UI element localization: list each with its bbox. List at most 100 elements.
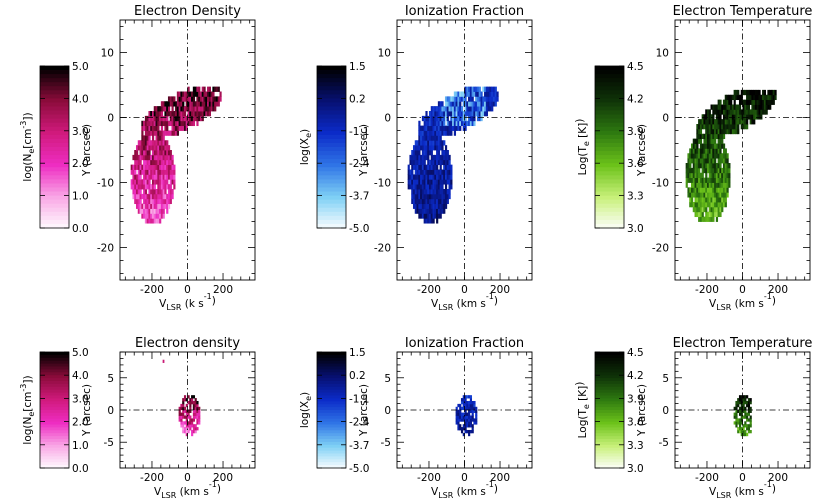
- heatmap-cell: [466, 86, 469, 92]
- colorbar-segment: [40, 195, 69, 201]
- heatmap-cell: [719, 104, 722, 110]
- heatmap-cell: [733, 94, 736, 101]
- heatmap-cell: [134, 159, 137, 166]
- heatmap-cell: [706, 148, 710, 154]
- colorbar-segment: [317, 439, 346, 443]
- x-axis-label: VLSR (km s-1): [431, 480, 498, 500]
- heatmap-cell: [420, 213, 423, 219]
- heatmap-cell: [712, 124, 715, 130]
- heatmap-cell: [484, 101, 487, 107]
- colorbar-tick-label: 4.5: [627, 61, 644, 73]
- heatmap-cell: [418, 130, 421, 136]
- colorbar-segment: [595, 430, 624, 434]
- heatmap-cell: [418, 125, 421, 131]
- colorbar-label-part: e: [304, 396, 313, 401]
- heatmap-cell: [439, 184, 442, 190]
- heatmap-cell: [719, 167, 722, 174]
- heatmap-cell: [471, 406, 474, 411]
- heatmap-cell: [198, 412, 201, 416]
- colorbar-segment: [40, 430, 69, 434]
- heatmap-cell: [489, 91, 492, 97]
- heatmap-cell: [155, 164, 158, 170]
- heatmap-cell: [162, 154, 165, 161]
- heatmap-cell: [692, 167, 695, 174]
- heatmap-cell: [430, 150, 433, 156]
- heatmap-cell: [471, 115, 474, 122]
- heatmap-cell: [173, 164, 176, 170]
- heatmap-cell: [468, 115, 471, 122]
- heatmap-cell: [758, 109, 761, 115]
- heatmap-cell: [722, 158, 726, 164]
- colorbar-segment: [595, 404, 624, 408]
- heatmap-cell: [185, 403, 188, 408]
- heatmap-cell: [189, 415, 192, 419]
- x-tick-label: 200: [213, 284, 233, 296]
- heatmap-cell: [737, 94, 740, 101]
- heatmap-cell: [434, 140, 437, 146]
- heatmap-cell: [153, 203, 156, 209]
- heatmap-cell: [194, 106, 197, 112]
- heatmap-cell: [719, 177, 722, 183]
- heatmap-cell: [708, 114, 711, 120]
- heatmap-cell: [427, 213, 430, 219]
- heatmap-cell: [696, 202, 699, 208]
- colorbar-segment: [317, 126, 346, 132]
- heatmap-cell: [696, 172, 699, 179]
- heatmap-cell: [412, 203, 416, 209]
- colorbar-segment: [595, 421, 624, 425]
- heatmap-cell: [744, 395, 747, 399]
- heatmap-cell: [148, 111, 151, 117]
- heatmap-cell: [719, 133, 722, 140]
- heatmap-cell: [421, 213, 425, 219]
- heatmap-cell: [411, 164, 414, 170]
- heatmap-cell: [141, 184, 144, 190]
- heatmap-cell: [164, 179, 167, 185]
- y-tick-label: 0: [107, 113, 114, 125]
- heatmap-cell: [730, 119, 733, 125]
- heatmap-cell: [185, 427, 188, 431]
- colorbar-segment: [317, 372, 346, 376]
- heatmap-cell: [203, 106, 206, 112]
- heatmap-cell: [143, 164, 146, 170]
- heatmap-cell: [421, 125, 425, 131]
- heatmap-cell: [412, 145, 416, 151]
- heatmap-cell: [144, 208, 148, 214]
- heatmap-cell: [198, 96, 201, 102]
- heatmap-cell: [183, 115, 187, 122]
- heatmap-cell: [701, 206, 704, 213]
- heatmap-cell: [139, 154, 142, 161]
- heatmap-cell: [746, 124, 749, 130]
- heatmap-cell: [446, 101, 449, 107]
- colorbar-segment: [40, 436, 69, 440]
- heatmap-cell: [160, 208, 164, 214]
- heatmap-cell: [455, 115, 458, 122]
- heatmap-cell: [742, 406, 745, 411]
- heatmap-cell: [706, 163, 710, 169]
- heatmap-cell: [412, 198, 416, 205]
- heatmap-cell: [746, 427, 749, 431]
- colorbar-segment: [595, 78, 624, 83]
- heatmap-cell: [742, 89, 745, 96]
- heatmap-cell: [175, 130, 178, 136]
- heatmap-cell: [721, 128, 724, 135]
- heatmap-cell: [151, 150, 155, 156]
- heatmap-cell: [444, 111, 448, 117]
- colorbar-segment: [317, 138, 346, 144]
- heatmap-cell: [143, 159, 146, 166]
- heatmap-cell: [437, 189, 441, 195]
- heatmap-cell: [432, 135, 435, 141]
- heatmap-cell: [139, 140, 142, 146]
- heatmap-cell: [443, 169, 446, 175]
- heatmap-cell: [141, 179, 144, 185]
- heatmap-cell: [455, 96, 458, 102]
- heatmap-cell: [167, 203, 171, 209]
- heatmap-cell: [464, 429, 467, 434]
- heatmap-cell: [724, 153, 727, 159]
- colorbar-segment: [595, 360, 624, 364]
- heatmap-cell: [708, 206, 711, 213]
- colorbar-segment: [317, 378, 346, 382]
- heatmap-cell: [484, 91, 487, 97]
- heatmap-cell: [148, 208, 151, 214]
- x-tick-label: -200: [140, 472, 164, 484]
- heatmap-cell: [208, 101, 211, 107]
